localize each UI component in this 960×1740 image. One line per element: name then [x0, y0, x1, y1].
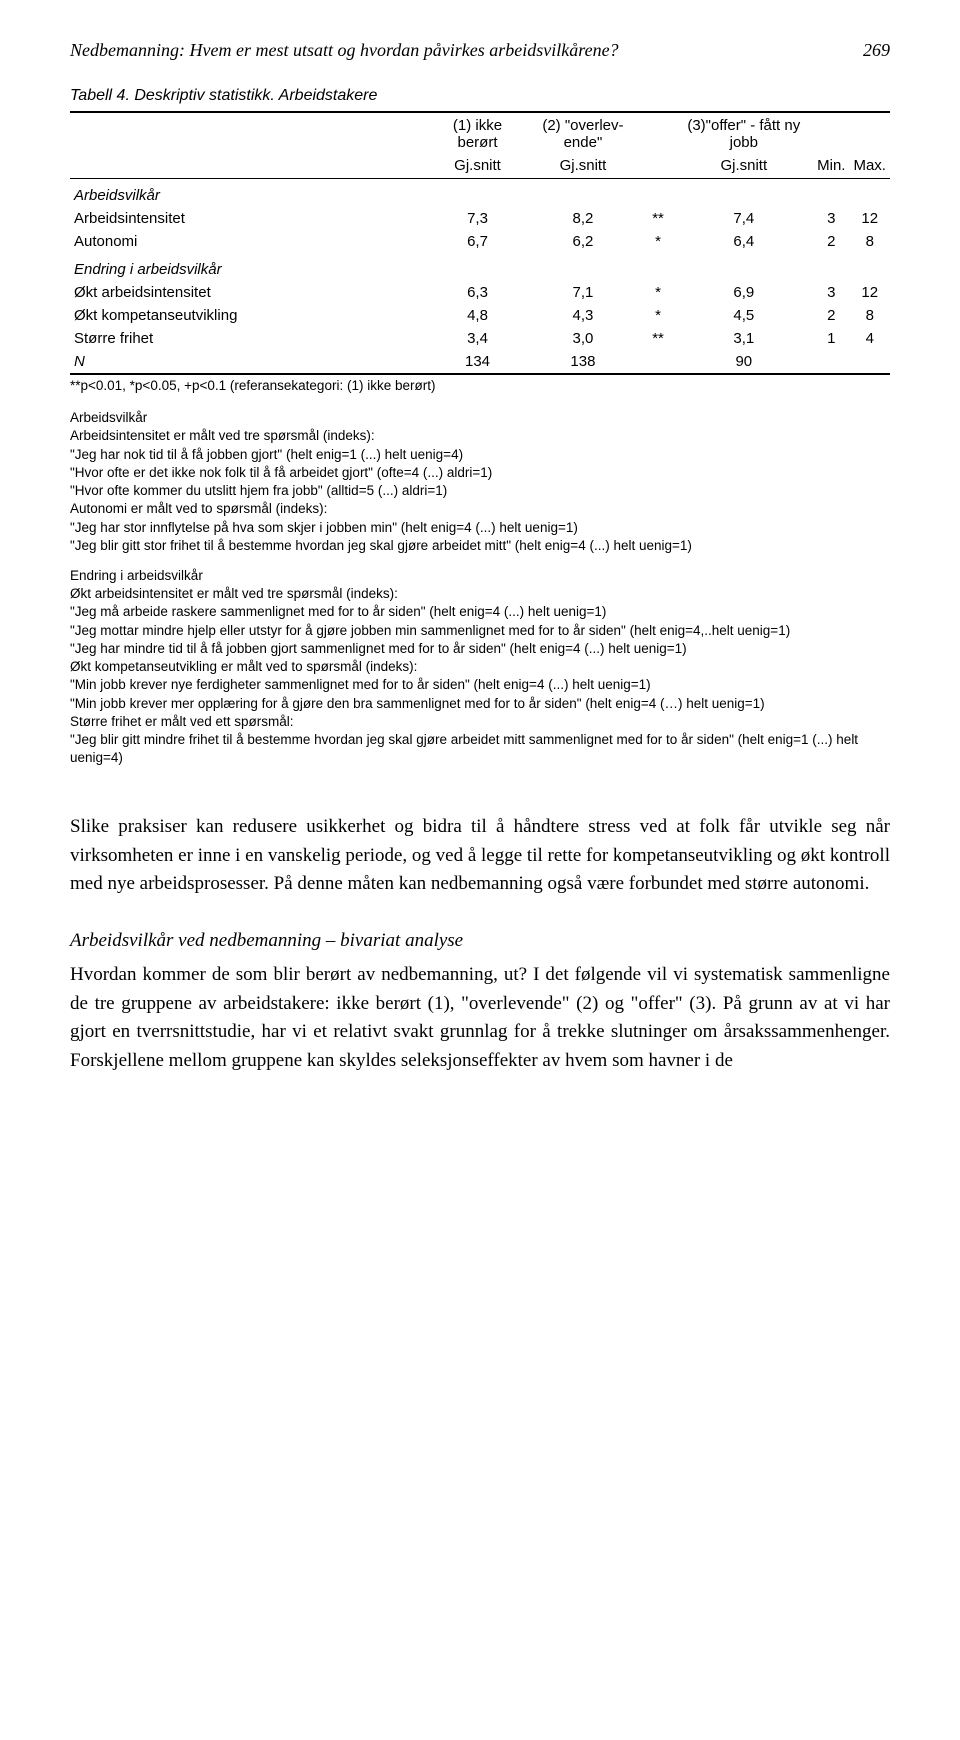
footnote-title-2: Endring i arbeidsvilkår: [70, 568, 203, 583]
cell-sig: *: [642, 281, 675, 304]
page: Nedbemanning: Hvem er mest utsatt og hvo…: [0, 0, 960, 1740]
table-row: Økt kompetanseutvikling 4,8 4,3 * 4,5 2 …: [70, 304, 890, 327]
footnote-body-1: Arbeidsintensitet er målt ved tre spørsm…: [70, 428, 692, 552]
cell: 138: [524, 350, 641, 374]
cell: 4: [849, 327, 890, 350]
table-row: Autonomi 6,7 6,2 * 6,4 2 8: [70, 230, 890, 253]
running-head: Nedbemanning: Hvem er mest utsatt og hvo…: [70, 40, 890, 61]
cell: 4,8: [431, 304, 524, 327]
row-label: Arbeidsintensitet: [70, 207, 431, 230]
row-label: Større frihet: [70, 327, 431, 350]
th-sig-blank2: [642, 154, 675, 179]
section-heading: Arbeidsvilkår ved nedbemanning – bivaria…: [70, 927, 890, 956]
cell: 7,3: [431, 207, 524, 230]
cell: 2: [813, 304, 849, 327]
th-col3-top: (3)"offer" - fått ny jobb: [674, 112, 813, 154]
page-number: 269: [863, 40, 890, 61]
table-caption: Tabell 4. Deskriptiv statistikk. Arbeids…: [70, 87, 890, 105]
cell: 12: [849, 281, 890, 304]
th-min: Min.: [813, 154, 849, 179]
body-paragraph-1: Slike praksiser kan redusere usikkerhet …: [70, 813, 890, 899]
cell: 8: [849, 304, 890, 327]
cell-sig: **: [642, 207, 675, 230]
cell: 4,3: [524, 304, 641, 327]
data-table: (1) ikke berørt (2) "overlev-ende" (3)"o…: [70, 111, 890, 375]
cell: 3,0: [524, 327, 641, 350]
th-min-blank: [813, 112, 849, 154]
cell: 3,1: [674, 327, 813, 350]
n-row: N 134 138 90: [70, 350, 890, 374]
cell: 3,4: [431, 327, 524, 350]
body-paragraph-2: Hvordan kommer de som blir berørt av ned…: [70, 961, 890, 1075]
cell: 90: [674, 350, 813, 374]
cell: 1: [813, 327, 849, 350]
cell: 6,3: [431, 281, 524, 304]
body-text: Slike praksiser kan redusere usikkerhet …: [70, 813, 890, 1075]
th-col3-bot: Gj.snitt: [674, 154, 813, 179]
cell: 8,2: [524, 207, 641, 230]
cell: 6,2: [524, 230, 641, 253]
cell-sig: *: [642, 230, 675, 253]
cell-sig: **: [642, 327, 675, 350]
cell: 12: [849, 207, 890, 230]
row-label: Økt arbeidsintensitet: [70, 281, 431, 304]
th-sig-blank: [642, 112, 675, 154]
section-2-label: Endring i arbeidsvilkår: [70, 253, 431, 281]
cell: 6,9: [674, 281, 813, 304]
table-row: Arbeidsintensitet 7,3 8,2 ** 7,4 3 12: [70, 207, 890, 230]
cell: 6,4: [674, 230, 813, 253]
footnote-body-2: Økt arbeidsintensitet er målt ved tre sp…: [70, 586, 858, 765]
th-blank: [70, 112, 431, 154]
cell-sig: *: [642, 304, 675, 327]
section-1-label: Arbeidsvilkår: [70, 179, 431, 208]
th-col2-top: (2) "overlev-ende": [524, 112, 641, 154]
th-blank2: [70, 154, 431, 179]
th-max: Max.: [849, 154, 890, 179]
footnote-title-1: Arbeidsvilkår: [70, 410, 147, 425]
cell: 3: [813, 281, 849, 304]
cell: 6,7: [431, 230, 524, 253]
running-title: Nedbemanning: Hvem er mest utsatt og hvo…: [70, 40, 619, 61]
th-col1-bot: Gj.snitt: [431, 154, 524, 179]
row-label: Økt kompetanseutvikling: [70, 304, 431, 327]
cell: 7,1: [524, 281, 641, 304]
th-col1-top: (1) ikke berørt: [431, 112, 524, 154]
n-label: N: [70, 350, 431, 374]
cell: 2: [813, 230, 849, 253]
th-col2-bot: Gj.snitt: [524, 154, 641, 179]
sig-legend: **p<0.01, *p<0.05, +p<0.1 (referansekate…: [70, 377, 890, 395]
cell: 3: [813, 207, 849, 230]
cell: 8: [849, 230, 890, 253]
cell: 134: [431, 350, 524, 374]
row-label: Autonomi: [70, 230, 431, 253]
cell: 7,4: [674, 207, 813, 230]
th-max-blank: [849, 112, 890, 154]
table-row: Større frihet 3,4 3,0 ** 3,1 1 4: [70, 327, 890, 350]
table-row: Økt arbeidsintensitet 6,3 7,1 * 6,9 3 12: [70, 281, 890, 304]
cell: 4,5: [674, 304, 813, 327]
footnote-block-1: Arbeidsvilkår Arbeidsintensitet er målt …: [70, 409, 890, 767]
